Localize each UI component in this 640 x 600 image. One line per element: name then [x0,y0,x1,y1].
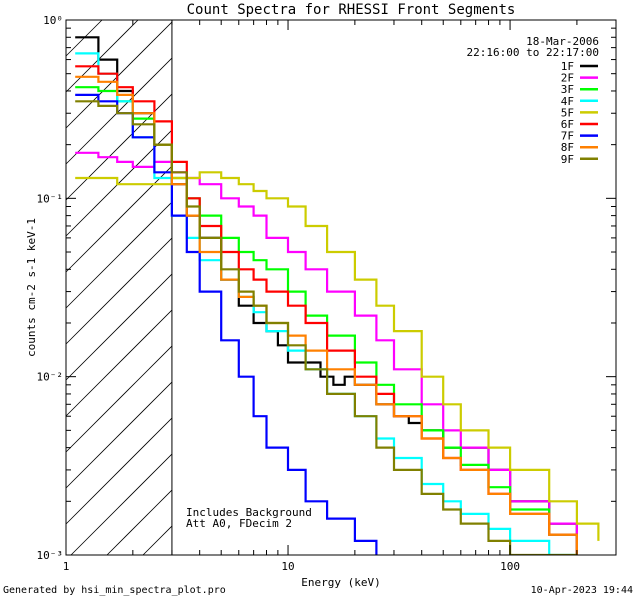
legend-label-2F: 2F [561,72,574,85]
hatch-line [65,309,173,417]
annotation-1: Att A0, FDecim 2 [186,517,292,530]
series-5F [75,171,600,541]
hatch-line [65,273,173,381]
series-1F [75,36,578,555]
series-4F [75,52,577,555]
x-tick-label: 10 [281,560,294,573]
footer-generator-note: Generated by hsi_min_spectra_plot.pro [3,585,226,596]
hatch-line [65,237,173,345]
series-9F [75,100,577,555]
legend: 18-Mar-2006 22:16:00 to 22:17:00 1F2F3F4… [467,35,599,166]
legend-label-5F: 5F [561,106,574,119]
hatch-line [70,453,173,556]
x-tick-label: 1 [63,560,70,573]
legend-label-3F: 3F [561,83,574,96]
hatch-line [65,345,173,453]
axes: 1 10 100 10⁰ 10⁻¹ 10⁻² 10⁻³ [37,14,617,573]
legend-label-1F: 1F [561,60,574,73]
series-layer [75,36,600,555]
annotation-0: Includes Background [186,506,312,519]
hatch-line [65,201,173,309]
y-tick-label: 10⁻¹ [37,192,64,205]
y-tick-label: 10⁻³ [37,549,64,562]
y-tick-label: 10⁰ [43,14,63,27]
legend-label-9F: 9F [561,153,574,166]
legend-label-7F: 7F [561,130,574,143]
x-axis-label: Energy (keV) [301,576,380,589]
legend-time-range: 22:16:00 to 22:17:00 [467,46,599,59]
series-6F [75,65,578,555]
series-7F [75,93,378,555]
x-tick-label: 100 [500,560,520,573]
hatch-line [65,381,173,489]
legend-label-8F: 8F [561,141,574,154]
chart-title: Count Spectra for RHESSI Front Segments [187,2,516,18]
footer-date: 10-Apr-2023 19:44 [530,585,633,596]
legend-label-6F: 6F [561,118,574,131]
hatch-line [65,57,173,165]
hatch-line [142,525,173,556]
y-axis-label: counts cm-2 s-1 keV-1 [25,218,38,357]
hatch-line [65,129,173,237]
hatch-line [65,165,173,273]
legend-date: 18-Mar-2006 [526,35,599,48]
plot-frame [65,19,617,556]
hatch-line [65,19,139,93]
hatch-line [65,417,173,525]
hatch-line [65,21,173,129]
hatch-line [106,489,173,556]
y-tick-label: 10⁻² [37,371,64,384]
shaded-region [65,19,173,556]
series-3F [75,86,578,555]
legend-label-4F: 4F [561,95,574,108]
